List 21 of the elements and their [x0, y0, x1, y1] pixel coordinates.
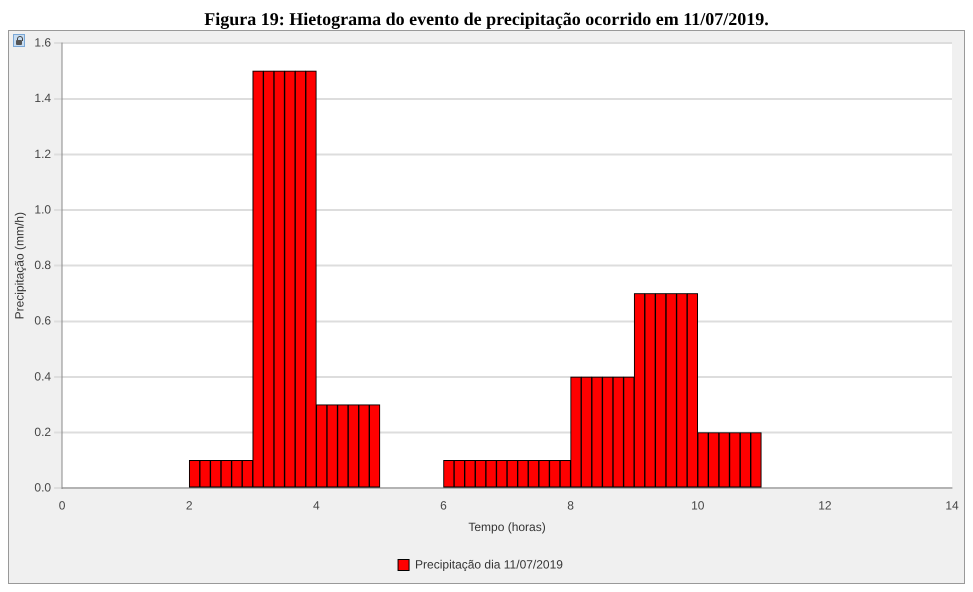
y-tick-label: 1.6 [34, 36, 52, 50]
legend-label: Precipitação dia 11/07/2019 [415, 557, 564, 572]
x-axis-title: Tempo (horas) [468, 520, 546, 534]
y-tick-label: 0.2 [34, 424, 52, 439]
x-tick-label: 0 [58, 498, 66, 513]
x-tick-label: 8 [567, 498, 574, 513]
x-tick-label: 12 [818, 498, 832, 513]
chart-title: Figura 19: Hietograma do evento de precipitação ocorrido em 11/07/2019. [203, 8, 770, 30]
x-tick-label: 6 [440, 498, 448, 513]
y-tick-label: 1.2 [34, 146, 52, 161]
y-tick-label: 0.4 [34, 369, 52, 384]
x-tick-label: 10 [691, 498, 705, 513]
y-tick-label: 0.8 [34, 258, 52, 272]
x-tick-label: 4 [313, 498, 320, 513]
y-tick-label: 1.0 [34, 202, 52, 216]
x-tick-label: 14 [945, 498, 959, 513]
y-tick-label: 1.4 [34, 91, 52, 106]
y-tick-label: 0.6 [34, 314, 52, 328]
x-tick-label: 2 [186, 498, 193, 513]
y-tick-label: 0.0 [34, 480, 52, 495]
y-axis-title: Precipitação (mm/h) [12, 212, 27, 320]
